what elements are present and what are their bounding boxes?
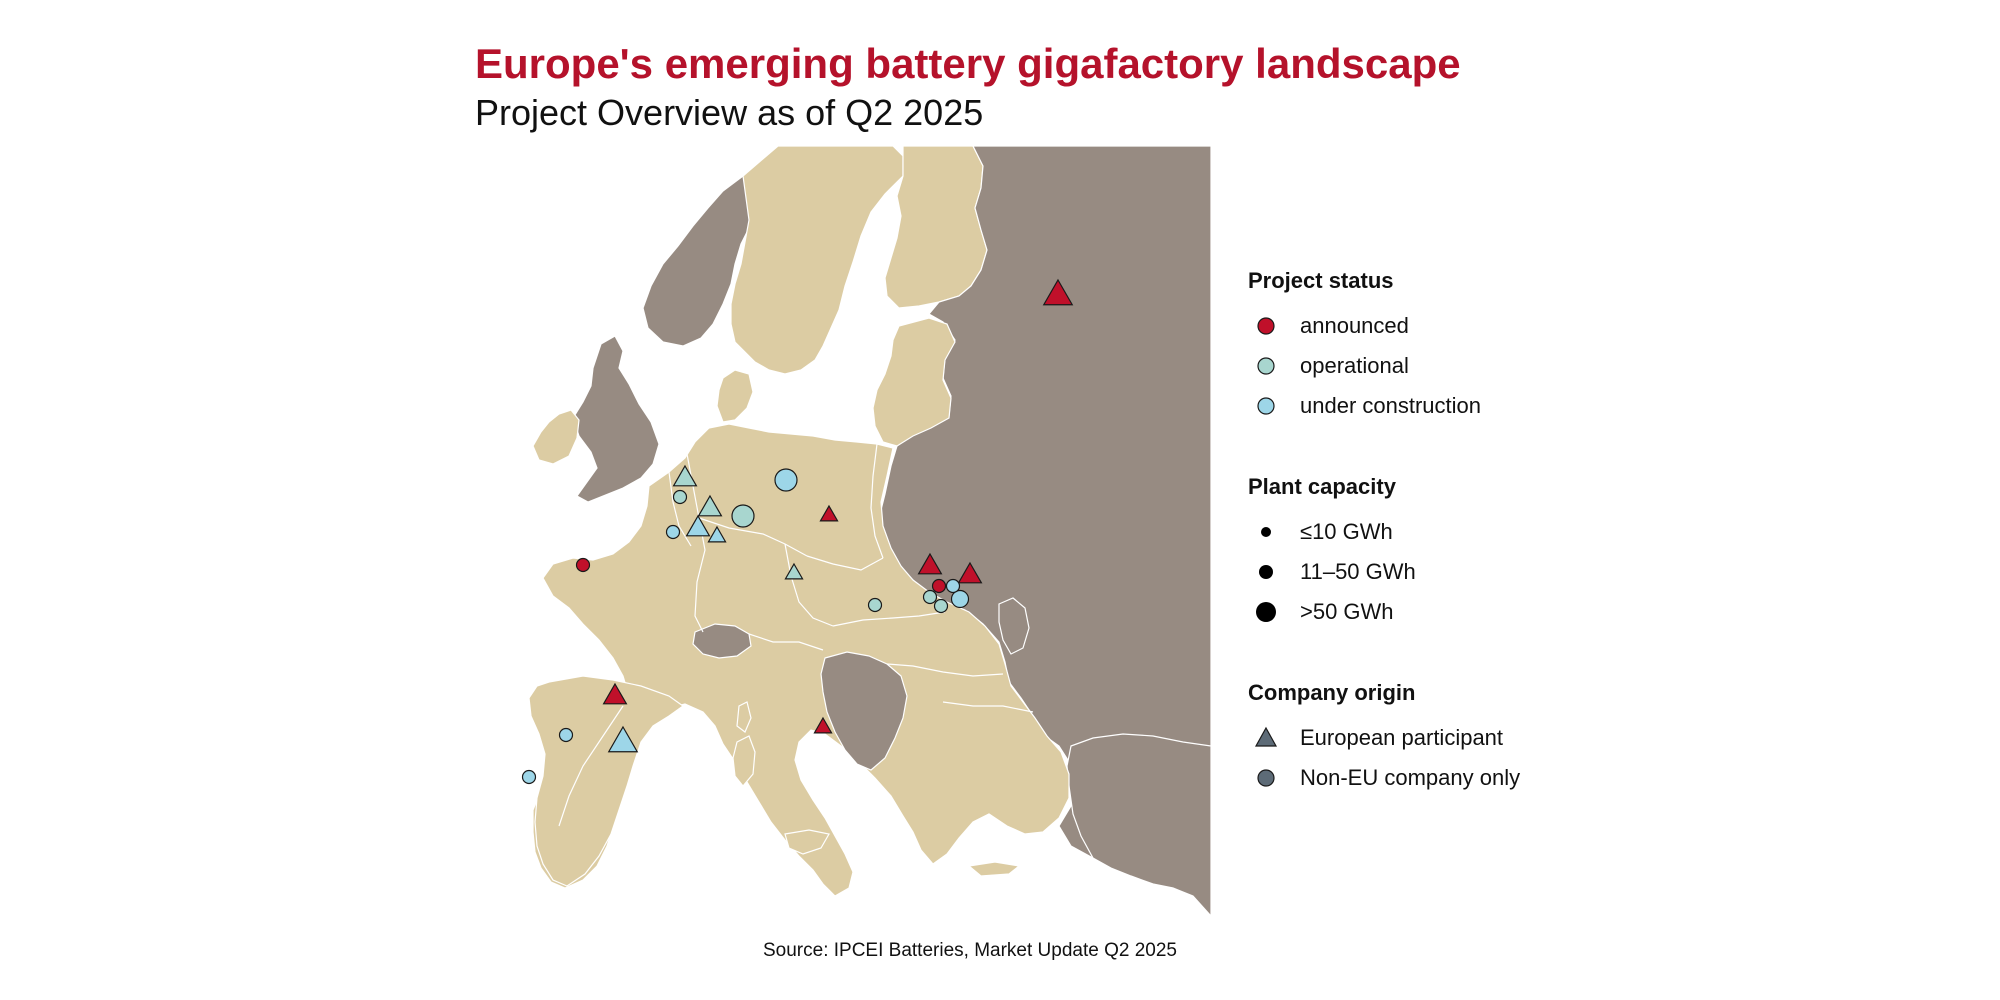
plant-marker-triangle: [1042, 278, 1074, 306]
land-great-britain: [572, 335, 660, 503]
legend-item-large: >50 GWh: [1248, 592, 1648, 632]
plant-marker-circle: [521, 769, 537, 785]
legend-capacity-heading: Plant capacity: [1248, 474, 1396, 499]
circle-icon: [1257, 769, 1275, 787]
plant-marker-triangle: [707, 525, 727, 543]
plant-marker-circle: [867, 597, 883, 613]
announced-swatch-icon: [1257, 317, 1275, 335]
triangle-icon: [1254, 726, 1278, 747]
plant-marker-circle: [933, 598, 949, 614]
legend-origin: Company origin European participant Non-…: [1248, 680, 1648, 798]
plant-marker-triangle: [819, 504, 839, 522]
land-sweden: [730, 146, 904, 375]
plant-marker-triangle: [784, 562, 804, 580]
plant-marker-circle: [922, 589, 938, 605]
plant-marker-triangle: [685, 514, 711, 537]
plant-marker-circle: [672, 489, 688, 505]
legend-origin-heading: Company origin: [1248, 680, 1416, 705]
land-ireland: [532, 409, 580, 465]
land-baltics: [872, 317, 956, 447]
plant-marker-triangle: [813, 716, 833, 734]
legend-label-operational: operational: [1300, 353, 1409, 378]
plant-marker-triangle: [697, 494, 723, 517]
under-construction-swatch-icon: [1257, 397, 1275, 415]
land-crete: [967, 861, 1021, 877]
legend: Project status announced operational und…: [1248, 268, 1648, 846]
plant-marker-triangle: [917, 552, 943, 575]
land-moldova: [998, 597, 1030, 655]
legend-item-european: European participant: [1248, 718, 1648, 758]
country-borders: [558, 443, 1034, 827]
plant-marker-circle: [575, 557, 591, 573]
land-sicily: [784, 829, 830, 855]
legend-label-large: >50 GWh: [1300, 599, 1394, 624]
europe-map: [473, 146, 1211, 916]
source-note: Source: IPCEI Batteries, Market Update Q…: [763, 940, 1177, 961]
legend-label-small: ≤10 GWh: [1300, 519, 1393, 544]
plant-marker-triangle: [602, 682, 628, 705]
plant-marker-circle: [731, 504, 755, 528]
legend-item-small: ≤10 GWh: [1248, 512, 1648, 552]
plant-marker-circle: [945, 578, 961, 594]
legend-status-heading: Project status: [1248, 268, 1394, 293]
legend-label-announced: announced: [1300, 313, 1409, 338]
land-denmark: [716, 369, 754, 423]
land-turkey: [1066, 733, 1211, 916]
small-capacity-dot-icon: [1261, 527, 1271, 537]
land-sardinia: [732, 735, 756, 787]
land-western-balkans: [820, 651, 908, 771]
legend-label-medium: 11–50 GWh: [1300, 559, 1416, 584]
legend-item-medium: 11–50 GWh: [1248, 552, 1648, 592]
plant-marker-circle: [774, 468, 798, 492]
legend-label-european: European participant: [1300, 725, 1504, 750]
legend-label-non-eu: Non-EU company only: [1300, 765, 1521, 790]
plant-marker-triangle: [607, 725, 639, 753]
plant-marker-circle: [665, 524, 681, 540]
legend-item-announced: announced: [1248, 306, 1648, 346]
map-subtitle: Project Overview as of Q2 2025: [475, 92, 984, 133]
plant-marker-triangle: [672, 464, 698, 487]
land-iberia: [528, 675, 685, 887]
map-title: Europe's emerging battery gigafactory la…: [475, 40, 1461, 87]
europe-map-svg: [521, 146, 1211, 916]
operational-swatch-icon: [1257, 357, 1275, 375]
legend-capacity: Plant capacity ≤10 GWh 11–50 GWh >50 GWh: [1248, 474, 1648, 632]
large-capacity-dot-icon: [1256, 602, 1276, 622]
legend-item-under-construction: under construction: [1248, 386, 1648, 426]
legend-label-under-construction: under construction: [1300, 393, 1481, 418]
land-switzerland: [692, 623, 752, 659]
land-corsica: [736, 701, 752, 733]
legend-item-non-eu: Non-EU company only: [1248, 758, 1648, 798]
plant-markers: [521, 278, 1074, 785]
medium-capacity-dot-icon: [1259, 565, 1273, 579]
legend-status: Project status announced operational und…: [1248, 268, 1648, 426]
plant-marker-circle: [950, 589, 970, 609]
plant-marker-circle: [931, 578, 947, 594]
legend-item-operational: operational: [1248, 346, 1648, 386]
plant-marker-circle: [558, 727, 574, 743]
plant-marker-triangle: [957, 561, 983, 584]
